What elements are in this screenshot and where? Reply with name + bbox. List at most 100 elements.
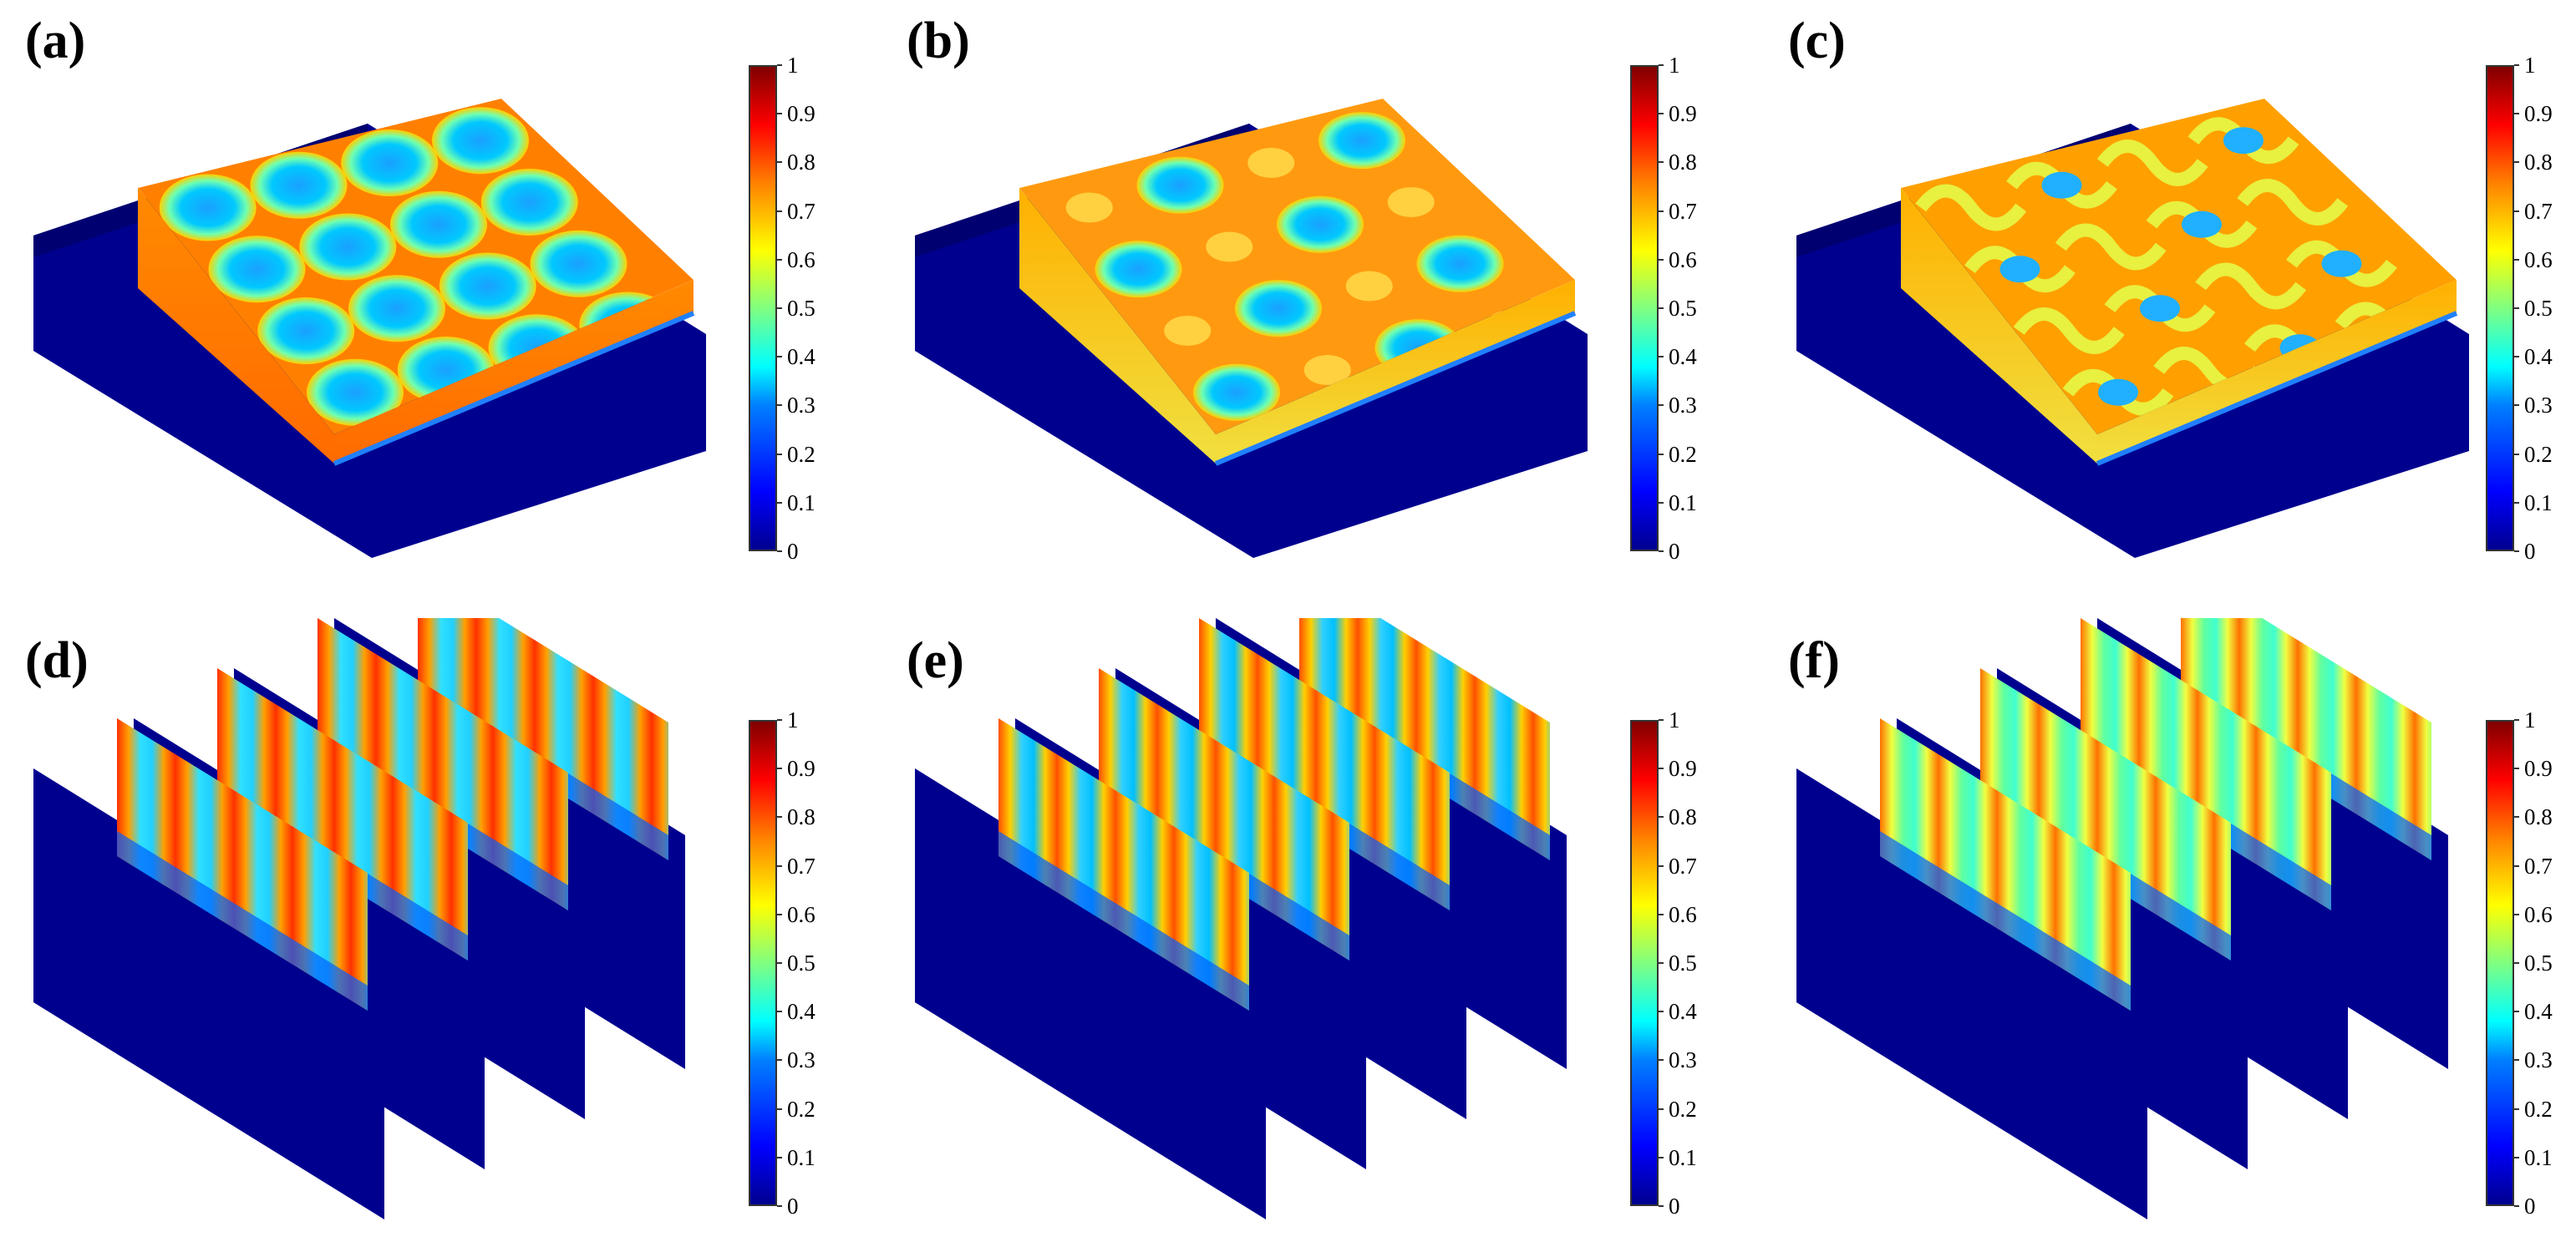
colorbar-tick-mark [2514, 550, 2519, 552]
colorbar-tick-label: 0.5 [1669, 296, 1697, 321]
colorbar-tick-label: 0.2 [1669, 441, 1697, 467]
colorbar-tick-mark [2514, 113, 2519, 115]
colorbar-gradient [2486, 720, 2514, 1206]
colorbar-tick-mark [777, 1205, 782, 1207]
colorbar-tick-mark [2514, 719, 2519, 721]
colorbar-tick-label: 0.1 [1669, 489, 1697, 515]
colorbar-tick-mark [777, 1156, 782, 1158]
colorbar-tick-label: 0.7 [787, 853, 815, 879]
slice-section [117, 718, 368, 1011]
colorbar-tick-mark [777, 719, 782, 721]
inclusion-square [1164, 316, 1212, 346]
colorbar-tick-mark [777, 1108, 782, 1110]
slab-front-face [138, 188, 334, 464]
colorbar-tick-label: 0 [2524, 539, 2536, 564]
colorbar-tick-mark [2514, 64, 2519, 66]
inclusion-node [2321, 250, 2362, 277]
slices-scene-f [1796, 618, 2448, 1219]
colorbar-tick-mark [1659, 210, 1664, 212]
inclusion-circle [257, 297, 355, 364]
inclusion-square [1193, 363, 1280, 421]
colorbar-tick-label: 0.4 [787, 344, 815, 370]
colorbar-tick-mark [777, 113, 782, 115]
inclusion-circle [432, 107, 529, 175]
colorbar-tick-label: 0.6 [787, 246, 815, 272]
inclusion-square [1065, 192, 1113, 223]
inclusion-square [1277, 195, 1364, 253]
colorbar-tick-mark [2514, 768, 2519, 770]
colorbar-tick-mark [777, 1059, 782, 1062]
slab-front-face [1019, 188, 1216, 464]
slice-section [1199, 618, 1450, 910]
slice-base [1796, 768, 2147, 1219]
colorbar-tick-mark [2514, 913, 2519, 915]
wavy-band [2237, 179, 2349, 226]
colorbar-tick-label: 0.4 [2524, 344, 2553, 370]
colorbar-tick-mark [1659, 816, 1664, 819]
slice-section [998, 718, 1249, 1011]
colorbar-tick-mark [777, 913, 782, 915]
wavy-band [2096, 139, 2208, 186]
colorbar-tick-mark [1659, 913, 1664, 915]
colorbar-tick-label: 0.3 [2524, 1047, 2553, 1073]
colorbar-tick-label: 0.6 [787, 901, 815, 927]
slices-scene-d [33, 618, 685, 1219]
slices-scene-e [915, 618, 1567, 1219]
colorbar-tick-label: 0.3 [787, 393, 815, 418]
colorbar-tick-mark [1659, 719, 1664, 721]
colorbar-tick-mark [2514, 962, 2519, 964]
colorbar-tick-label: 0.7 [2524, 198, 2553, 224]
colorbar-tick-mark [777, 64, 782, 66]
colorbar-tick-label: 0.3 [2524, 393, 2553, 418]
colorbar-tick-label: 1 [1669, 707, 1680, 733]
colorbar-tick-label: 0.2 [2524, 1096, 2553, 1122]
colorbar-tick-label: 0 [787, 539, 799, 564]
slab-top-face [1901, 99, 2457, 434]
inclusion-circle [250, 151, 348, 219]
slice-interface [117, 831, 368, 1011]
colorbar-tick-label: 0.2 [2524, 441, 2553, 467]
colorbar-c: 1 0.9 0.8 0.7 0.6 0.5 0.4 0.3 0.2 0.1 0 [2486, 54, 2553, 563]
inclusion-circle [439, 252, 536, 320]
colorbar-tick-mark [2514, 1108, 2519, 1110]
colorbar-tick-mark [1659, 1108, 1664, 1110]
colorbar-tick-mark [1659, 1205, 1664, 1207]
inclusion-square [1387, 187, 1435, 217]
inclusion-circle [341, 129, 439, 196]
inclusion-square [1206, 231, 1253, 262]
colorbar-tick-label: 0.2 [1669, 1096, 1697, 1122]
colorbar-tick-mark [1659, 356, 1664, 358]
colorbar-tick-mark [2514, 404, 2519, 407]
wavy-band [2013, 307, 2125, 354]
slice-plane [915, 718, 1266, 1219]
colorbar-tick-label: 0.9 [2524, 756, 2553, 782]
colorbar-tick-mark [1659, 1156, 1664, 1158]
colorbar-tick-mark [777, 864, 782, 867]
inclusion-square [1303, 355, 1351, 385]
colorbar-tick-mark [777, 404, 782, 407]
colorbar-tick-mark [777, 307, 782, 309]
colorbar-tick-mark [2514, 356, 2519, 358]
colorbar-tick-mark [777, 1011, 782, 1013]
colorbar-tick-label: 0.2 [787, 441, 815, 467]
inclusion-circle [530, 230, 627, 297]
colorbar-tick-label: 0.8 [1669, 804, 1697, 830]
slab-side-face [334, 280, 694, 464]
colorbar-tick-label: 0.5 [2524, 951, 2553, 976]
colorbar-tick-mark [2514, 1059, 2519, 1062]
colorbar-tick-label: 0.6 [1669, 246, 1697, 272]
colorbar-b: 1 0.9 0.8 0.7 0.6 0.5 0.4 0.3 0.2 0.1 0 [1630, 54, 1697, 563]
colorbar-tick-mark [1659, 64, 1664, 66]
colorbar-tick-mark [1659, 453, 1664, 455]
colorbar-tick-label: 0.5 [787, 951, 815, 976]
inclusion-square [1416, 235, 1504, 292]
slice-section [217, 668, 468, 961]
inclusion-circle [390, 190, 487, 258]
inclusion-circle [159, 174, 257, 241]
panel-label-b: (b) [907, 13, 970, 69]
colorbar-tick-mark [1659, 768, 1664, 770]
inclusion-square [1235, 280, 1322, 337]
colorbar-tick-mark [2514, 864, 2519, 867]
colorbar-tick-mark [777, 258, 782, 261]
panel-label-a: (a) [25, 13, 86, 69]
